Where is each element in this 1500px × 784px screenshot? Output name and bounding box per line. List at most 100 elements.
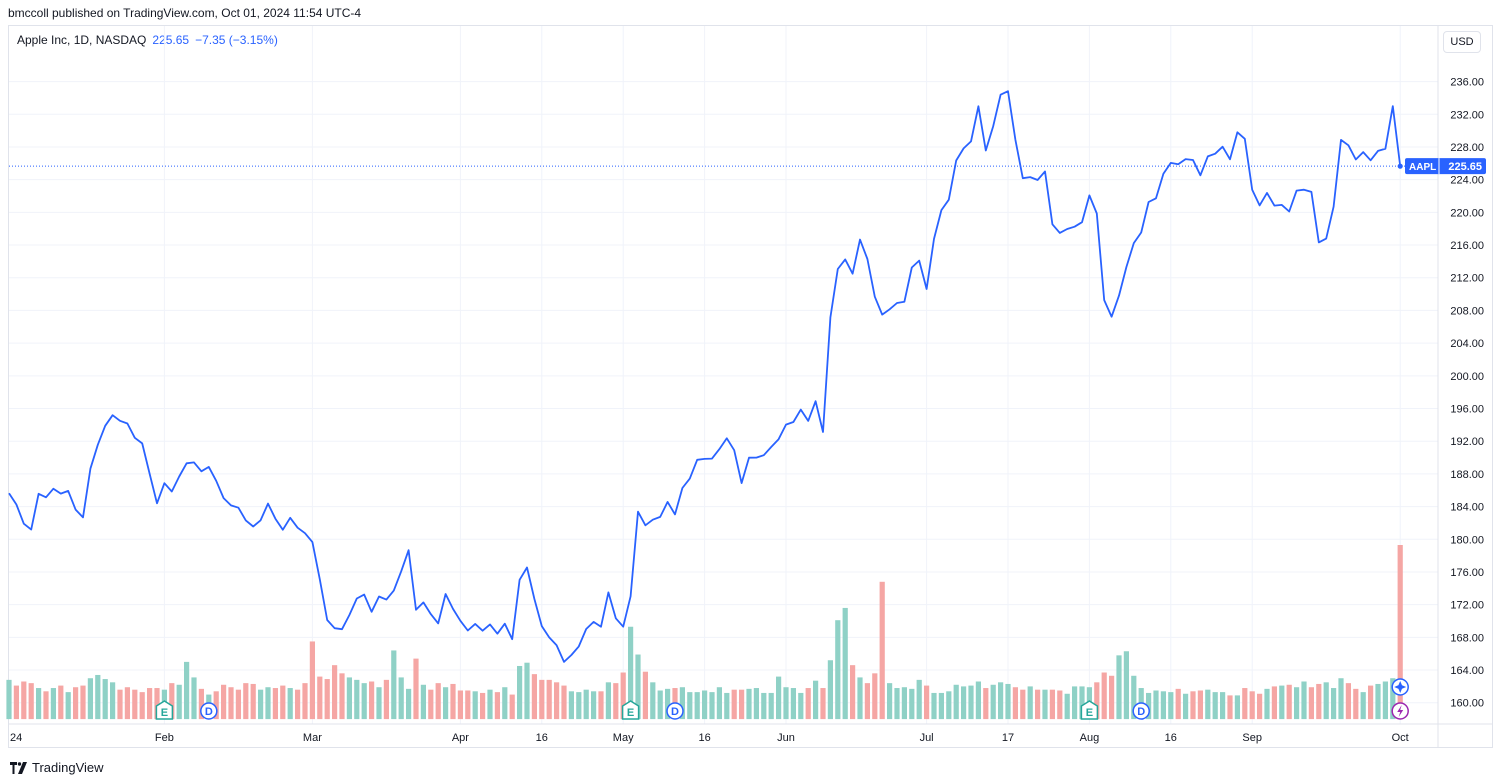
earnings-marker[interactable]: E [155,700,174,720]
price-change: −7.35 (−3.15%) [195,33,278,47]
symbol-name[interactable]: Apple Inc, 1D, NASDAQ [17,33,147,47]
earnings-marker[interactable]: E [621,700,640,720]
volume-bar [480,692,486,720]
volume-bar [147,688,153,720]
earnings-marker-shape [155,700,174,720]
volume-bar [879,581,885,720]
earnings-marker[interactable]: E [1080,700,1099,720]
volume-bar [864,683,870,720]
volume-bar [302,683,308,720]
volume-bar [805,688,811,720]
volume-bar [1094,682,1100,720]
y-tick-label: 180.00 [1450,534,1484,546]
volume-bar [539,679,545,720]
volume-bar [87,678,93,720]
volume-bar [450,683,456,720]
volume-bar [383,679,389,720]
volume-bar [250,683,256,720]
volume-bar [753,688,759,720]
volume-bar [1005,683,1011,720]
volume-bar [317,676,323,720]
volume-bar [961,686,967,720]
volume-bar [746,688,752,720]
x-tick-label: Jun [777,732,795,744]
price-tag-value: 225.65 [1448,161,1482,173]
dividend-marker[interactable]: D [666,702,684,720]
volume-bar [1279,685,1285,720]
volume-bar [339,673,345,720]
volume-bar [235,689,241,720]
volume-bar [102,679,108,720]
dividend-marker[interactable]: D [1132,702,1150,720]
earnings-marker-letter: E [161,707,168,719]
volume-bar [1294,687,1300,720]
volume-bar [272,688,278,720]
volume-bar [1183,693,1189,720]
volume-bar [73,687,79,720]
volume-bar [924,685,930,720]
x-tick-label: Feb [155,732,174,744]
volume-bars [6,545,1403,720]
volume-bar [1153,690,1159,720]
x-tick-label: Mar [303,732,322,744]
footer-brand[interactable]: TradingView [10,760,104,775]
volume-bar [6,679,12,720]
volume-bar [857,677,863,720]
y-tick-label: 200.00 [1450,371,1484,383]
volume-bar [768,692,774,720]
grid-lines [9,26,1438,724]
volume-bar [635,654,641,720]
y-tick-label: 204.00 [1450,338,1484,350]
volume-bar [694,692,700,720]
volume-bar [191,677,197,720]
flash-event-icon[interactable] [1391,702,1409,720]
y-tick-label: 188.00 [1450,469,1484,481]
volume-bar [990,684,996,720]
volume-bar [568,691,574,720]
volume-bar [620,672,626,720]
volume-bar [813,680,819,720]
volume-bar [265,687,271,720]
y-tick-label: 164.00 [1450,665,1484,677]
price-line[interactable] [8,90,1402,663]
volume-bar [613,683,619,720]
volume-bar [887,683,893,720]
y-tick-label: 236.00 [1450,77,1484,89]
time-axis: 24 Feb Mar Apr 16 May 16 Jun Jul 17 Aug 16 Sep Oct [9,723,1492,744]
x-tick-label: Jul [920,732,934,744]
volume-bar [472,691,478,720]
volume-bar [1057,690,1063,720]
x-tick-label: 16 [698,732,710,744]
earnings-marker-letter: E [627,707,634,719]
volume-bar [1242,688,1248,720]
y-tick-label: 232.00 [1450,109,1484,121]
y-tick-label: 220.00 [1450,207,1484,219]
volume-bar [1264,688,1270,720]
volume-bar [36,688,42,720]
currency-button[interactable]: USD [1443,31,1481,53]
volume-bar [531,674,537,720]
volume-bar [909,688,915,720]
volume-bar [332,665,338,720]
volume-bar [650,682,656,720]
volume-bar [295,689,301,720]
volume-bar [124,687,130,720]
volume-bar [576,692,582,720]
y-tick-label: 192.00 [1450,436,1484,448]
tradingview-logo-icon [10,761,27,774]
volume-bar [50,688,56,720]
volume-bar [324,679,330,720]
dividend-marker[interactable]: D [200,702,218,720]
volume-bar [487,689,493,720]
volume-bar [258,689,264,720]
volume-bar [983,688,989,720]
y-tick-label: 212.00 [1450,273,1484,285]
volume-bar [901,687,907,720]
volume-bar [1101,672,1107,720]
volume-bar [561,685,567,720]
volume-bar [465,690,471,720]
upcoming-event-icon[interactable] [1391,678,1409,696]
volume-bar [1249,691,1255,720]
